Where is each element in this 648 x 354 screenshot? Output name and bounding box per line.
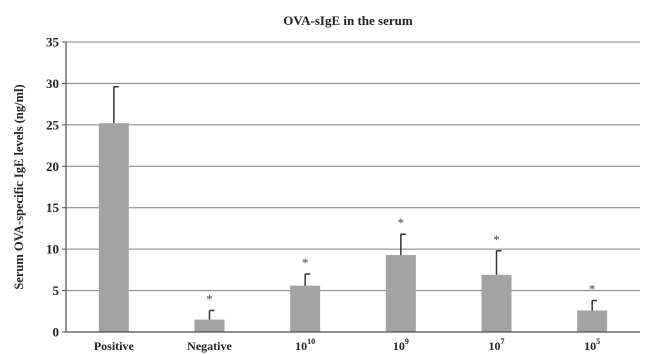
bar bbox=[481, 274, 512, 332]
x-tick-label: 107 bbox=[489, 337, 505, 353]
bar bbox=[194, 319, 225, 332]
bar bbox=[290, 285, 321, 332]
gridlines bbox=[66, 41, 640, 292]
y-axis-ticks: 0 5 10 15 20 25 30 35 bbox=[46, 35, 66, 340]
y-tick-label: 30 bbox=[46, 76, 59, 91]
error-bars bbox=[113, 85, 598, 320]
significance-star: * bbox=[206, 291, 213, 306]
y-tick-label: 5 bbox=[53, 283, 60, 298]
bar bbox=[98, 123, 129, 332]
x-tick-label: 105 bbox=[584, 337, 600, 353]
significance-star: * bbox=[302, 255, 309, 270]
y-tick-label: 10 bbox=[46, 242, 59, 257]
bar bbox=[385, 254, 416, 332]
significance-markers: * * * * * bbox=[206, 215, 595, 306]
x-axis-ticks: Positive Negative 1010 109 107 105 bbox=[94, 337, 600, 353]
y-tick-label: 35 bbox=[46, 35, 60, 50]
significance-star: * bbox=[493, 232, 500, 247]
bars bbox=[98, 123, 608, 332]
y-tick-label: 15 bbox=[46, 200, 60, 215]
y-axis-label: Serum OVA-specific IgE levels (ng/ml) bbox=[12, 84, 26, 289]
y-tick-label: 25 bbox=[46, 117, 60, 132]
x-tick-label: 1010 bbox=[295, 337, 315, 353]
y-tick-label: 20 bbox=[46, 159, 59, 174]
significance-star: * bbox=[398, 215, 405, 230]
y-tick-label: 0 bbox=[53, 325, 60, 340]
x-tick-label: 109 bbox=[393, 337, 409, 353]
chart-title: OVA-sIgE in the serum bbox=[283, 13, 413, 28]
x-tick-label: Negative bbox=[187, 339, 232, 353]
x-tick-label: Positive bbox=[94, 339, 135, 353]
bar bbox=[577, 310, 608, 332]
significance-star: * bbox=[589, 282, 596, 297]
